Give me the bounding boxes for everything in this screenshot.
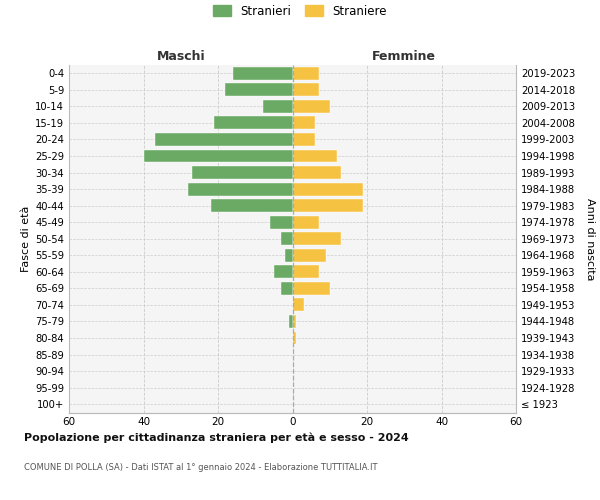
Bar — [226, 84, 293, 96]
Bar — [285, 249, 293, 262]
Bar — [293, 150, 337, 162]
Bar — [293, 84, 319, 96]
Bar — [293, 249, 326, 262]
Y-axis label: Anni di nascita: Anni di nascita — [585, 198, 595, 280]
Bar — [293, 199, 363, 212]
Bar — [188, 182, 293, 196]
Bar — [143, 150, 293, 162]
Bar — [293, 100, 330, 113]
Bar — [211, 199, 293, 212]
Bar — [270, 216, 293, 228]
Bar — [293, 315, 296, 328]
Bar — [274, 266, 293, 278]
Legend: Stranieri, Straniere: Stranieri, Straniere — [208, 0, 392, 22]
Bar — [263, 100, 293, 113]
Bar — [192, 166, 293, 179]
Text: Maschi: Maschi — [157, 50, 205, 62]
Bar — [155, 133, 293, 146]
Bar — [233, 67, 293, 80]
Bar — [293, 298, 304, 312]
Y-axis label: Fasce di età: Fasce di età — [21, 206, 31, 272]
Bar — [289, 315, 293, 328]
Bar — [293, 133, 315, 146]
Bar — [293, 332, 296, 344]
Text: COMUNE DI POLLA (SA) - Dati ISTAT al 1° gennaio 2024 - Elaborazione TUTTITALIA.I: COMUNE DI POLLA (SA) - Dati ISTAT al 1° … — [24, 462, 377, 471]
Bar — [281, 232, 293, 245]
Bar — [214, 116, 293, 130]
Bar — [293, 116, 315, 130]
Bar — [293, 266, 319, 278]
Bar — [293, 216, 319, 228]
Text: Popolazione per cittadinanza straniera per età e sesso - 2024: Popolazione per cittadinanza straniera p… — [24, 432, 409, 443]
Bar — [281, 282, 293, 295]
Bar — [293, 67, 319, 80]
Bar — [293, 232, 341, 245]
Bar — [293, 182, 363, 196]
Bar — [293, 166, 341, 179]
Text: Femmine: Femmine — [372, 50, 436, 62]
Bar — [293, 282, 330, 295]
